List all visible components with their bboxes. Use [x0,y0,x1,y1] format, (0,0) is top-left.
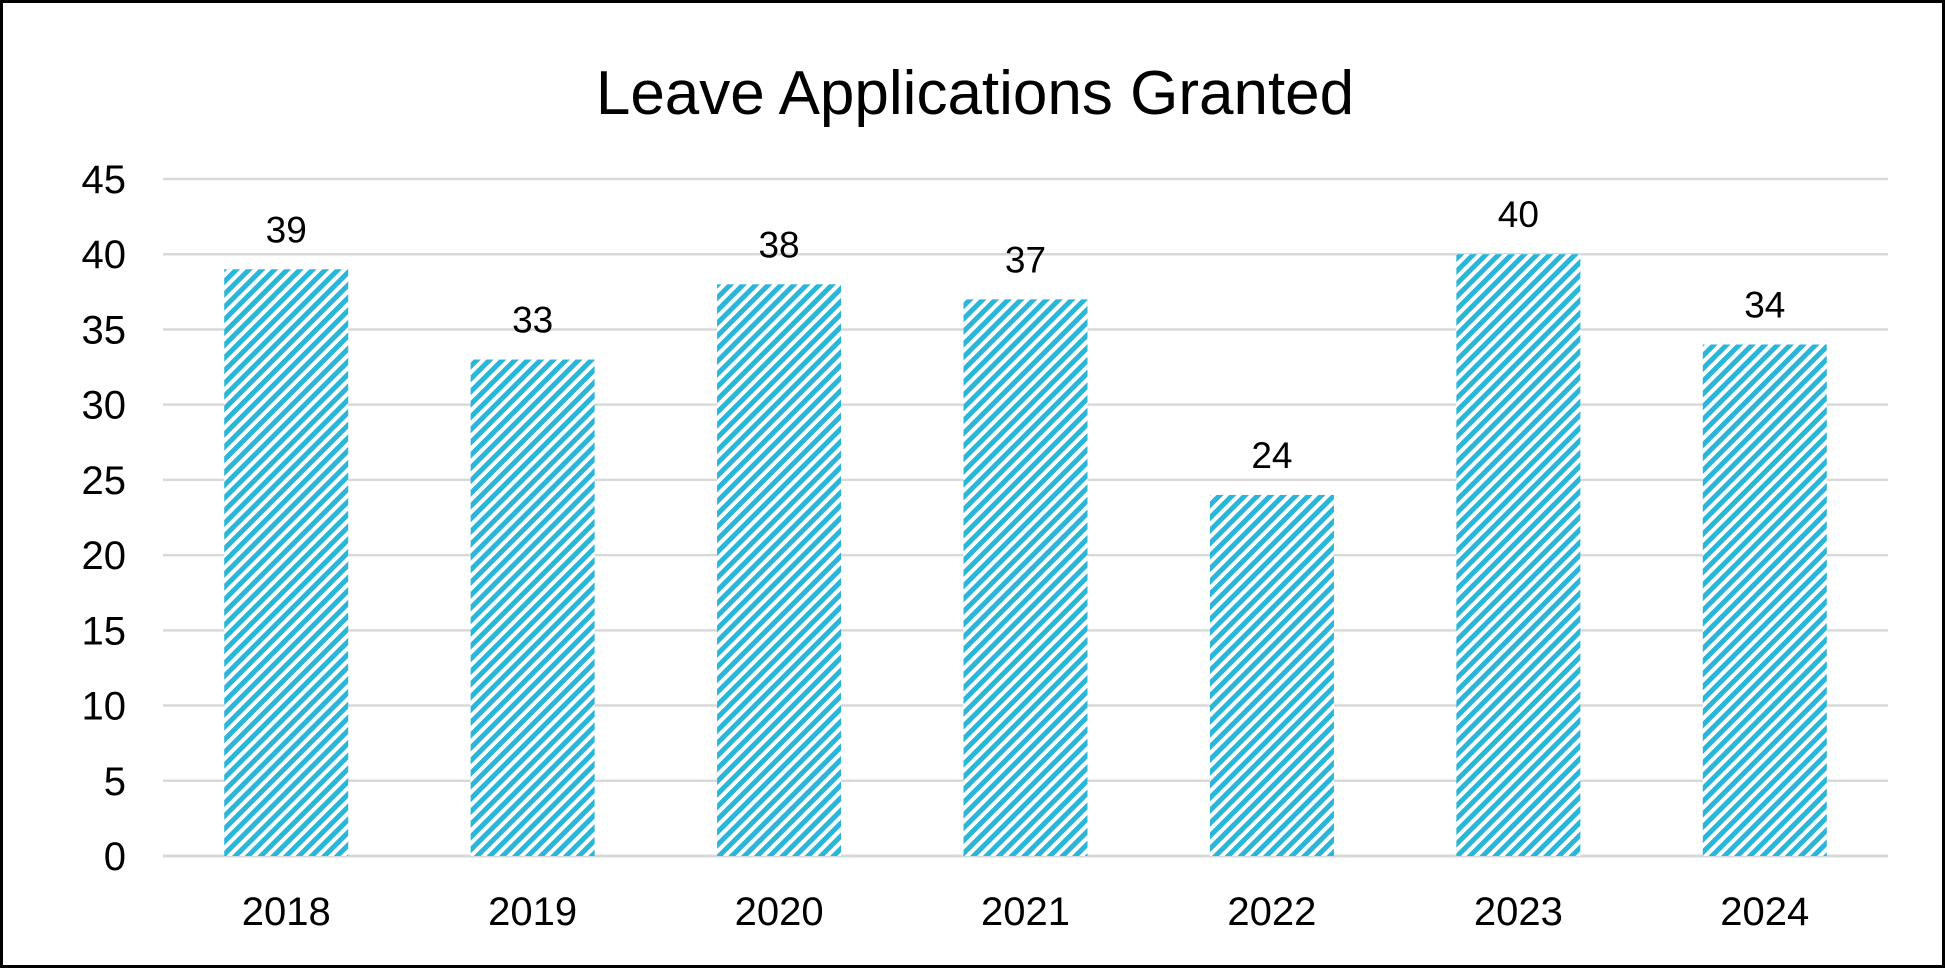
bar [224,269,349,856]
bar [717,284,842,856]
x-tick-label: 2022 [1227,890,1316,934]
x-tick-label: 2021 [981,890,1070,934]
bar [470,359,595,856]
y-tick-label: 5 [104,760,126,804]
y-tick-label: 45 [82,158,127,202]
bar [1456,254,1581,856]
bar [1209,494,1334,856]
y-tick-label: 40 [82,233,127,277]
y-axis-ticks: 0 5 10 15 20 25 30 35 40 45 [82,158,127,879]
x-tick-label: 2023 [1474,890,1563,934]
x-tick-label: 2024 [1720,890,1809,934]
bar [963,299,1088,856]
data-label: 33 [512,300,553,341]
y-tick-label: 30 [82,384,127,428]
x-tick-label: 2020 [735,890,824,934]
x-axis-ticks: 2018 2019 2020 2021 2022 2023 2024 [242,890,1810,934]
data-label: 38 [758,224,799,265]
data-label: 24 [1251,435,1292,476]
x-tick-label: 2019 [488,890,577,934]
y-tick-label: 10 [82,685,127,729]
bar [1702,344,1827,856]
y-tick-label: 25 [82,459,127,503]
y-tick-label: 0 [104,835,126,879]
data-label: 40 [1498,194,1539,235]
data-label: 37 [1005,239,1046,280]
data-label: 39 [266,209,307,250]
bars [224,254,1827,856]
data-label: 34 [1744,284,1785,325]
y-tick-label: 35 [82,308,127,352]
y-tick-label: 15 [82,609,127,653]
y-tick-label: 20 [82,534,127,578]
data-labels: 39 33 38 37 24 40 34 [266,194,1786,476]
bar-chart: Leave Applications Granted 0 5 10 15 20 25 30 3… [82,59,1888,934]
x-tick-label: 2018 [242,890,331,934]
chart-title: Leave Applications Granted [596,59,1354,128]
